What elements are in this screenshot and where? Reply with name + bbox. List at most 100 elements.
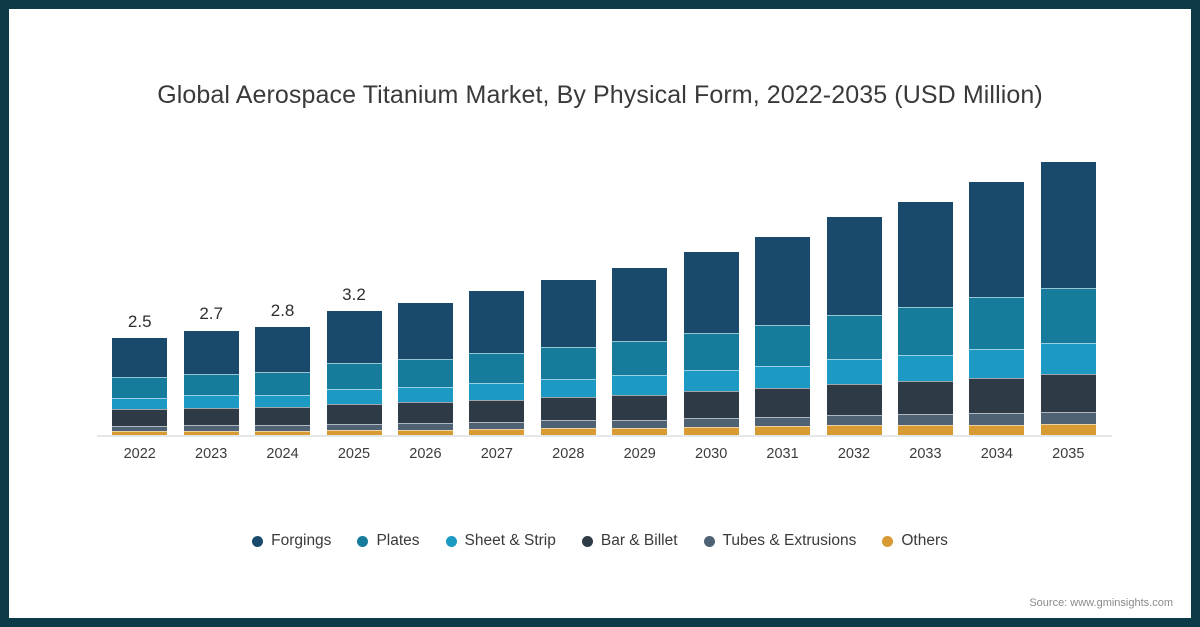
bar-segment-tubes-extrusions-2028[interactable] <box>540 420 596 429</box>
bar-column-2023[interactable] <box>183 330 239 436</box>
bar-segment-others-2024[interactable] <box>255 430 311 436</box>
bar-segment-forgings-2023[interactable] <box>183 330 239 374</box>
bar-segment-plates-2030[interactable] <box>683 332 739 371</box>
bar-column-2027[interactable] <box>469 291 525 436</box>
bar-segment-tubes-extrusions-2032[interactable] <box>826 415 882 426</box>
bar-segment-forgings-2026[interactable] <box>397 303 453 360</box>
legend-item-forgings[interactable]: Forgings <box>252 532 331 550</box>
bar-segment-tubes-extrusions-2031[interactable] <box>755 416 811 427</box>
bar-segment-bar-billet-2035[interactable] <box>1040 374 1096 412</box>
bar-segment-sheet-strip-2025[interactable] <box>326 389 382 404</box>
bar-segment-sheet-strip-2032[interactable] <box>826 359 882 385</box>
bar-segment-bar-billet-2022[interactable] <box>112 409 168 426</box>
bar-column-2025[interactable] <box>326 310 382 436</box>
bar-segment-others-2031[interactable] <box>755 426 811 436</box>
bar-segment-sheet-strip-2023[interactable] <box>183 395 239 408</box>
bar-segment-forgings-2027[interactable] <box>469 291 525 354</box>
bar-segment-bar-billet-2030[interactable] <box>683 391 739 419</box>
bar-segment-plates-2028[interactable] <box>540 346 596 379</box>
bar-segment-others-2026[interactable] <box>397 430 453 436</box>
bar-column-2028[interactable] <box>540 279 596 436</box>
bar-segment-others-2030[interactable] <box>683 427 739 436</box>
bar-segment-tubes-extrusions-2023[interactable] <box>183 425 239 431</box>
bar-segment-tubes-extrusions-2034[interactable] <box>969 412 1025 425</box>
bar-column-2022[interactable] <box>112 338 168 436</box>
bar-segment-others-2023[interactable] <box>183 430 239 436</box>
bar-segment-plates-2022[interactable] <box>112 377 168 398</box>
bar-column-2026[interactable] <box>397 303 453 436</box>
bar-segment-bar-billet-2026[interactable] <box>397 402 453 424</box>
bar-segment-plates-2026[interactable] <box>397 359 453 387</box>
bar-segment-bar-billet-2024[interactable] <box>255 407 311 426</box>
bar-segment-plates-2034[interactable] <box>969 297 1025 349</box>
bar-segment-bar-billet-2031[interactable] <box>755 388 811 417</box>
legend-item-tubes-extrusions[interactable]: Tubes & Extrusions <box>703 532 856 550</box>
bar-segment-plates-2025[interactable] <box>326 363 382 390</box>
bar-segment-forgings-2029[interactable] <box>612 268 668 342</box>
bar-segment-bar-billet-2025[interactable] <box>326 403 382 424</box>
bar-segment-tubes-extrusions-2026[interactable] <box>397 423 453 431</box>
bar-column-2024[interactable] <box>255 326 311 436</box>
bar-segment-tubes-extrusions-2029[interactable] <box>612 419 668 428</box>
bar-segment-others-2035[interactable] <box>1040 424 1096 436</box>
bar-segment-forgings-2028[interactable] <box>540 279 596 347</box>
bar-segment-forgings-2032[interactable] <box>826 217 882 315</box>
bar-column-2031[interactable] <box>755 236 811 436</box>
bar-segment-sheet-strip-2026[interactable] <box>397 386 453 403</box>
bar-segment-plates-2023[interactable] <box>183 373 239 396</box>
bar-segment-sheet-strip-2027[interactable] <box>469 382 525 400</box>
bar-segment-plates-2035[interactable] <box>1040 287 1096 344</box>
bar-segment-sheet-strip-2034[interactable] <box>969 348 1025 378</box>
bar-segment-plates-2032[interactable] <box>826 314 882 360</box>
legend-item-sheet-strip[interactable]: Sheet & Strip <box>445 532 556 550</box>
bar-segment-others-2025[interactable] <box>326 430 382 436</box>
bar-segment-tubes-extrusions-2022[interactable] <box>112 425 168 432</box>
bar-segment-tubes-extrusions-2035[interactable] <box>1040 411 1096 425</box>
bar-segment-forgings-2022[interactable] <box>112 338 168 378</box>
bar-segment-others-2028[interactable] <box>540 428 596 436</box>
bar-segment-plates-2033[interactable] <box>897 307 953 355</box>
bar-column-2030[interactable] <box>683 252 739 436</box>
bar-segment-forgings-2031[interactable] <box>755 236 811 326</box>
bar-segment-plates-2029[interactable] <box>612 341 668 376</box>
bar-segment-forgings-2024[interactable] <box>255 326 311 372</box>
bar-segment-forgings-2030[interactable] <box>683 252 739 333</box>
bar-segment-bar-billet-2033[interactable] <box>897 381 953 415</box>
bar-segment-sheet-strip-2031[interactable] <box>755 365 811 389</box>
bar-segment-others-2022[interactable] <box>112 431 168 436</box>
legend-item-others[interactable]: Others <box>882 532 948 550</box>
bar-segment-plates-2024[interactable] <box>255 371 311 395</box>
bar-segment-sheet-strip-2022[interactable] <box>112 397 168 410</box>
bar-segment-sheet-strip-2029[interactable] <box>612 375 668 395</box>
bar-column-2029[interactable] <box>612 268 668 436</box>
bar-segment-tubes-extrusions-2025[interactable] <box>326 423 382 431</box>
bar-segment-bar-billet-2023[interactable] <box>183 407 239 426</box>
bar-segment-tubes-extrusions-2033[interactable] <box>897 414 953 426</box>
bar-segment-plates-2027[interactable] <box>469 353 525 383</box>
bar-segment-others-2034[interactable] <box>969 424 1025 436</box>
bar-segment-bar-billet-2029[interactable] <box>612 394 668 420</box>
legend-item-plates[interactable]: Plates <box>357 532 420 550</box>
bar-segment-bar-billet-2034[interactable] <box>969 377 1025 413</box>
bar-segment-sheet-strip-2035[interactable] <box>1040 343 1096 375</box>
bar-segment-tubes-extrusions-2024[interactable] <box>255 425 311 431</box>
bar-column-2032[interactable] <box>826 217 882 436</box>
bar-segment-forgings-2033[interactable] <box>897 201 953 308</box>
bar-segment-tubes-extrusions-2030[interactable] <box>683 418 739 428</box>
bar-segment-tubes-extrusions-2027[interactable] <box>469 421 525 429</box>
bar-segment-sheet-strip-2033[interactable] <box>897 354 953 382</box>
bar-column-2034[interactable] <box>969 182 1025 436</box>
bar-segment-others-2033[interactable] <box>897 425 953 436</box>
bar-segment-forgings-2035[interactable] <box>1040 162 1096 288</box>
legend-item-bar-billet[interactable]: Bar & Billet <box>581 532 678 550</box>
bar-segment-bar-billet-2027[interactable] <box>469 399 525 422</box>
bar-column-2035[interactable] <box>1040 162 1096 436</box>
bar-segment-others-2029[interactable] <box>612 427 668 436</box>
bar-segment-sheet-strip-2028[interactable] <box>540 378 596 397</box>
bar-segment-bar-billet-2028[interactable] <box>540 396 596 421</box>
bar-column-2033[interactable] <box>897 201 953 436</box>
bar-segment-forgings-2034[interactable] <box>969 182 1025 298</box>
bar-segment-plates-2031[interactable] <box>755 325 811 366</box>
bar-segment-sheet-strip-2030[interactable] <box>683 370 739 392</box>
bar-segment-others-2032[interactable] <box>826 425 882 436</box>
